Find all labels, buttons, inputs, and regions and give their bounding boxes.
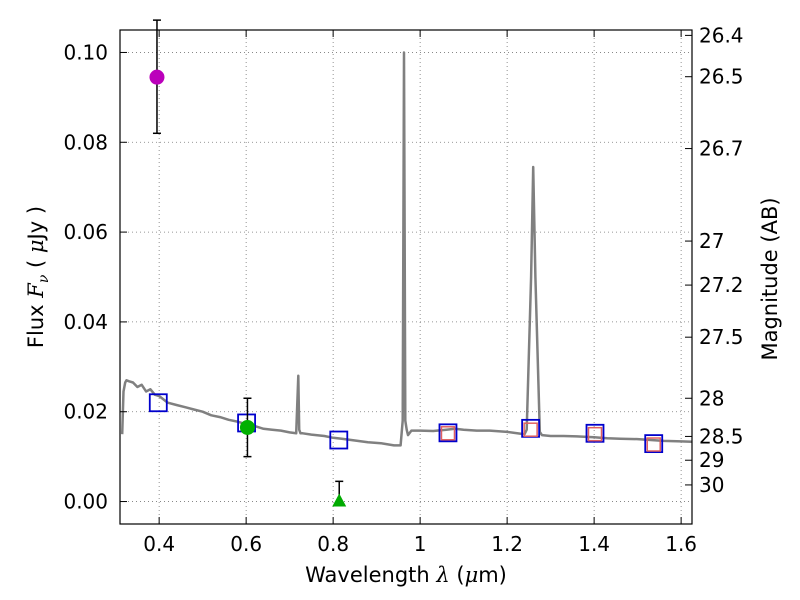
photometry-point xyxy=(149,69,165,85)
magnitude-tick-label: 27.2 xyxy=(699,273,744,297)
sed-model-line xyxy=(120,51,693,447)
magnitude-tick-label: 26.5 xyxy=(699,65,744,89)
y2-axis-label: Magnitude (AB) xyxy=(758,197,782,360)
axes-frame xyxy=(119,29,693,525)
x-tick-label: 1 xyxy=(414,532,427,556)
observed-photometry-square xyxy=(440,426,456,441)
y-tick-label: 0.10 xyxy=(63,40,108,64)
x-tick-label: 1.4 xyxy=(578,532,610,556)
y-tick-label: 0.08 xyxy=(63,130,108,154)
x-tick-label: 1.6 xyxy=(665,532,697,556)
model-photometry-square xyxy=(438,423,458,443)
magnitude-tick-label: 27.5 xyxy=(699,325,744,349)
model-photometry-square xyxy=(585,423,605,443)
model-photometry-square xyxy=(148,393,168,413)
x-tick-label: 1.2 xyxy=(491,532,523,556)
magnitude-tick-label: 29 xyxy=(699,448,724,472)
x-tick-label: 0.6 xyxy=(230,532,262,556)
observed-photometry-square xyxy=(587,426,603,442)
magnitude-tick-label: 30 xyxy=(699,473,724,497)
magnitude-tick-label: 28.5 xyxy=(699,424,744,448)
model-photometry-square xyxy=(329,430,349,450)
model-photometry-square xyxy=(644,434,664,454)
y-axis-label: Flux Fν ( μJy ) xyxy=(24,206,52,348)
axis-ticks: 0.4 0.6 0.8 1 1.2 1.4 1.6 0.00 0.02 0.04 0.06 0.08 0… xyxy=(63,23,743,556)
upper-limit-triangle xyxy=(332,493,347,507)
y-tick-label: 0.02 xyxy=(63,400,108,424)
magnitude-tick-label: 28 xyxy=(699,386,724,410)
photometry-point xyxy=(239,419,255,435)
observed-photometry-square xyxy=(646,437,661,452)
x-axis-label: Wavelength λ (μm) xyxy=(305,563,507,587)
grid-lines xyxy=(120,30,692,524)
magnitude-tick-label: 26.7 xyxy=(699,137,744,161)
y-tick-label: 0.06 xyxy=(63,220,108,244)
magnitude-tick-label: 27 xyxy=(699,229,724,253)
x-tick-label: 0.4 xyxy=(143,532,175,556)
x-tick-label: 0.8 xyxy=(317,532,349,556)
magnitude-tick-label: 26.4 xyxy=(699,23,744,47)
plot-area xyxy=(120,19,693,507)
y-tick-label: 0.00 xyxy=(63,490,108,514)
y-tick-label: 0.04 xyxy=(63,310,108,334)
observed-photometry-square xyxy=(523,422,538,437)
